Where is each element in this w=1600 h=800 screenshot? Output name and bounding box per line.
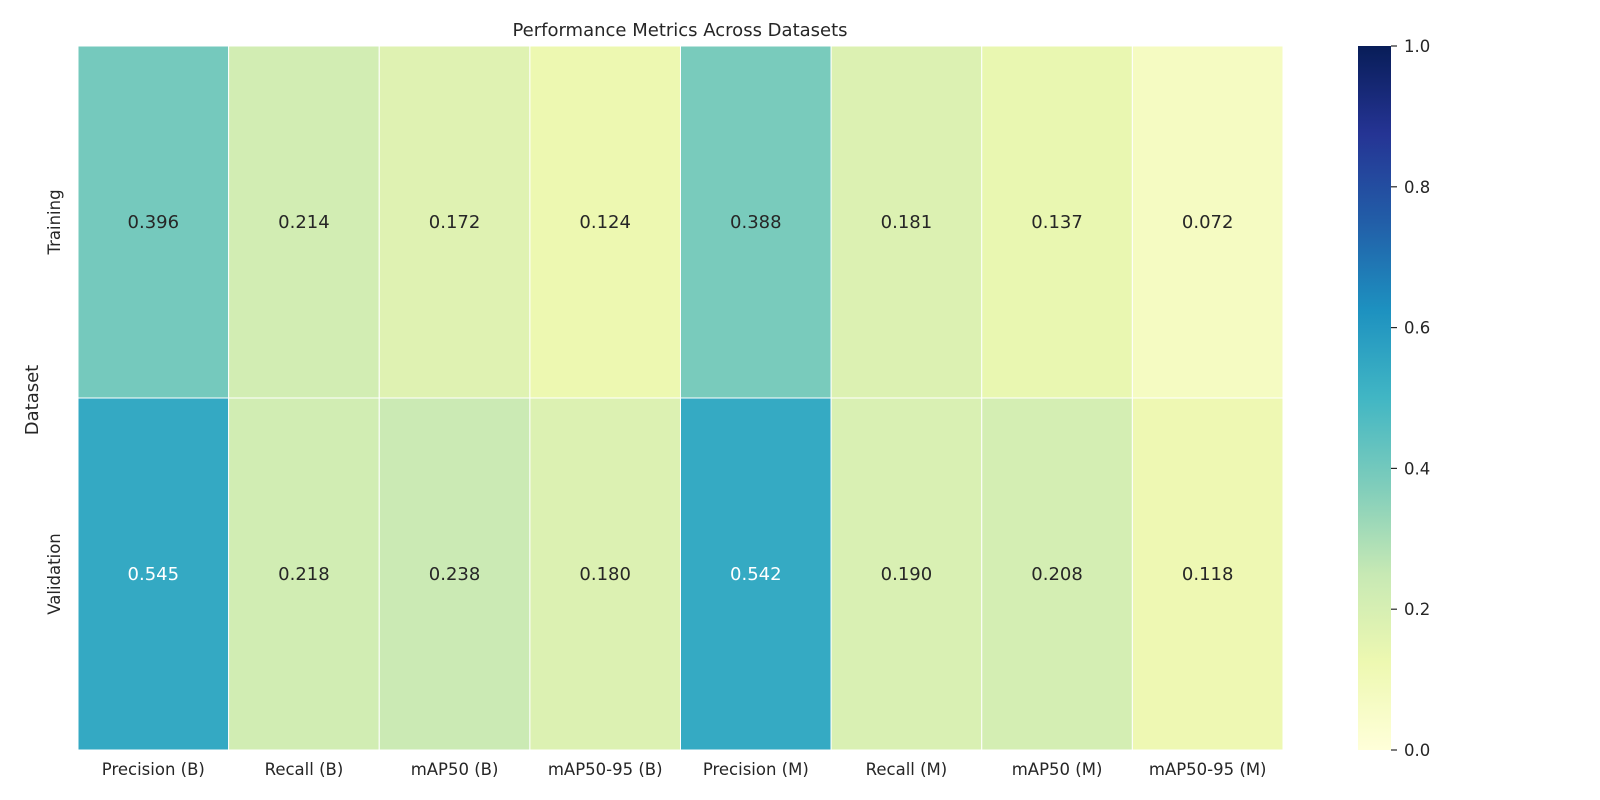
x-tick-label: Precision (B) bbox=[102, 760, 205, 779]
heatmap-cell bbox=[378, 45, 531, 399]
cell-value-label: 0.118 bbox=[1182, 564, 1234, 585]
heatmap-cell bbox=[830, 397, 983, 751]
heatmap-cell bbox=[1131, 45, 1284, 399]
cell-value-label: 0.180 bbox=[579, 564, 631, 585]
heatmap-cell bbox=[529, 45, 681, 399]
heatmap-cell bbox=[1131, 397, 1284, 751]
y-axis-ticks: Training Validation bbox=[45, 189, 64, 614]
colorbar-tick-label: 1.0 bbox=[1404, 37, 1430, 56]
cell-value-label: 0.388 bbox=[730, 212, 782, 233]
cell-value-label: 0.190 bbox=[881, 564, 933, 585]
cell-value-label: 0.218 bbox=[278, 564, 330, 585]
x-tick-label: Recall (M) bbox=[866, 760, 948, 779]
colorbar-tick-label: 0.2 bbox=[1404, 600, 1430, 619]
y-tick-label: Training bbox=[45, 189, 64, 255]
x-axis-ticks: Precision (B) Recall (B) mAP50 (B) mAP50-95… bbox=[102, 760, 1267, 779]
cell-value-label: 0.542 bbox=[730, 564, 782, 585]
cell-value-label: 0.238 bbox=[429, 564, 481, 585]
heatmap-cell bbox=[830, 45, 983, 399]
colorbar: 0.0 0.2 0.4 0.6 0.8 1.0 bbox=[1358, 37, 1430, 760]
colorbar-tick-label: 0.6 bbox=[1404, 319, 1430, 338]
colorbar-tick-label: 0.8 bbox=[1404, 178, 1430, 197]
x-tick-label: mAP50 (B) bbox=[411, 760, 499, 779]
cell-value-label: 0.208 bbox=[1031, 564, 1083, 585]
heatmap-cell bbox=[680, 45, 832, 399]
y-axis-label: Dataset bbox=[22, 365, 43, 436]
colorbar-ticks: 0.0 0.2 0.4 0.6 0.8 1.0 bbox=[1391, 37, 1430, 760]
cell-value-label: 0.214 bbox=[278, 212, 330, 233]
cell-value-label: 0.072 bbox=[1182, 212, 1234, 233]
cell-value-label: 0.124 bbox=[579, 212, 631, 233]
heatmap-cell bbox=[228, 397, 380, 751]
heatmap-cells: 0.396 0.214 0.172 0.124 0.388 0.181 0.137 0.072… bbox=[77, 45, 1284, 751]
heatmap-cell bbox=[77, 45, 230, 399]
colorbar-gradient bbox=[1358, 46, 1391, 750]
x-tick-label: mAP50 (M) bbox=[1012, 760, 1103, 779]
cell-value-label: 0.181 bbox=[881, 212, 933, 233]
heatmap-cell bbox=[981, 45, 1133, 399]
heatmap-cell bbox=[680, 397, 832, 751]
x-tick-label: Precision (M) bbox=[703, 760, 809, 779]
colorbar-tick-label: 0.0 bbox=[1404, 741, 1430, 760]
chart-title: Performance Metrics Across Datasets bbox=[512, 20, 847, 41]
cell-value-label: 0.545 bbox=[128, 564, 180, 585]
colorbar-tick-label: 0.4 bbox=[1404, 459, 1430, 478]
y-tick-label: Validation bbox=[45, 533, 64, 614]
cell-value-label: 0.396 bbox=[128, 212, 180, 233]
x-tick-label: Recall (B) bbox=[265, 760, 344, 779]
cell-value-label: 0.172 bbox=[429, 212, 481, 233]
heatmap-cell bbox=[529, 397, 681, 751]
x-tick-label: mAP50-95 (M) bbox=[1149, 760, 1267, 779]
heatmap-cell bbox=[228, 45, 380, 399]
cell-value-label: 0.137 bbox=[1031, 212, 1083, 233]
heatmap-cell bbox=[981, 397, 1133, 751]
heatmap-cell bbox=[77, 397, 230, 751]
x-tick-label: mAP50-95 (B) bbox=[548, 760, 663, 779]
